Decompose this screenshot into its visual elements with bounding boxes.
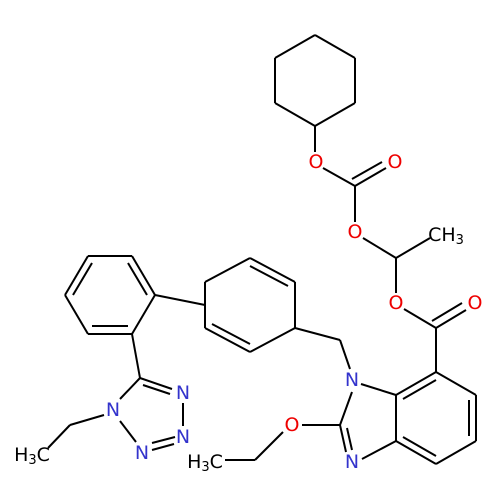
atom-symbol: O <box>389 292 404 314</box>
atom-symbol: H <box>14 444 28 466</box>
atom-label: N <box>345 451 359 473</box>
atom-subscript: 3 <box>456 233 464 248</box>
atom-symbol: H <box>187 451 201 473</box>
atom-symbol: O <box>309 151 324 173</box>
atom-symbol: N <box>176 426 190 448</box>
atom-symbol: N <box>345 451 359 473</box>
atom-symbol: O <box>348 221 363 243</box>
atom-symbol: C <box>37 444 50 466</box>
atom-label: O <box>285 414 300 436</box>
atom-subscript: 3 <box>201 460 209 475</box>
atom-label: CH3 <box>428 224 464 248</box>
atom-label: N <box>176 382 190 404</box>
atom-subscript: 3 <box>28 453 36 468</box>
atom-label: N <box>176 426 190 448</box>
atom-label: O <box>348 221 363 243</box>
bonds <box>47 34 477 465</box>
atom-symbol: O <box>285 414 300 436</box>
atom-symbol: C <box>210 451 223 473</box>
atom-symbol: CH <box>428 224 456 246</box>
atom-labels: O O O CH3 O O N O N H3C N N N N H3C <box>14 151 482 475</box>
atom-symbol: N <box>135 442 149 464</box>
atom-label: N <box>106 399 120 421</box>
atom-label: N <box>345 369 359 391</box>
atom-symbol: O <box>388 151 403 173</box>
atom-label: H3C <box>187 451 223 475</box>
atom-symbol: N <box>345 369 359 391</box>
atom-label: O <box>309 151 324 173</box>
atom-label: N <box>135 442 149 464</box>
atom-label: O <box>468 292 483 314</box>
atom-symbol: N <box>106 399 120 421</box>
atom-label: O <box>388 151 403 173</box>
atom-symbol: N <box>176 382 190 404</box>
atom-label: O <box>389 292 404 314</box>
atom-label: H3C <box>14 444 50 468</box>
atom-symbol: O <box>468 292 483 314</box>
